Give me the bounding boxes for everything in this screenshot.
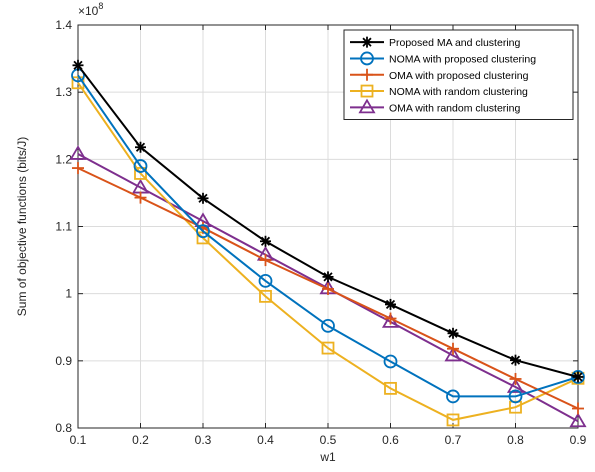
y-tick-label: 1.3 [55,85,72,99]
data-point [569,412,587,428]
data-point [447,342,459,355]
data-point [197,192,209,204]
data-point [508,389,523,404]
series-line [77,82,579,421]
y-tick-label: 0.9 [55,354,72,368]
data-point [72,59,84,71]
data-point [509,372,522,385]
data-point [321,319,335,333]
y-tick-label: 1.4 [55,18,72,32]
x-tick-label: 0.3 [195,433,212,447]
data-point [135,141,146,153]
data-point [258,274,273,288]
x-tick-label: 0.4 [257,433,274,447]
x-tick-label: 0.5 [320,433,337,447]
legend: Proposed MA and clustering NOMA with prop… [343,29,574,120]
y-tick-label: 1.1 [55,220,72,234]
data-point [572,371,584,383]
x-tick-label: 0.1 [70,433,87,447]
data-point [134,191,147,204]
legend-entry: Proposed MA and clustering [350,36,520,49]
y-tick-label: 1 [65,287,72,301]
series [69,59,587,428]
legend-marker [361,36,373,48]
x-tick-label: 0.2 [132,433,149,447]
data-point [384,312,397,325]
data-point [447,327,459,339]
data-point [259,254,272,267]
x-tick-label: 0.9 [570,433,587,447]
legend-label: NOMA with random clustering [389,86,528,98]
x-tick-label: 0.6 [382,433,399,447]
legend-marker [361,68,373,81]
data-point [510,354,521,366]
data-point [446,389,460,404]
legend-marker [360,51,374,66]
x-tick-label: 0.8 [507,433,524,447]
y-axis-multiplier: ×108 [78,1,103,18]
x-axis-label: w1 [319,450,336,464]
y-tick-label: 0.8 [55,421,72,435]
legend-entry: OMA with proposed clustering [350,68,529,82]
data-point [134,167,147,180]
data-point [506,378,525,393]
data-point [322,282,334,295]
legend-marker [358,98,376,114]
legend-label: OMA with random clustering [389,102,520,114]
data-point [133,159,148,173]
data-point [259,289,272,303]
data-point [571,370,585,384]
legend-label: OMA with proposed clustering [389,70,529,82]
legend-label: Proposed MA and clustering [389,37,520,49]
data-point [260,235,271,247]
axis-ticks: 0.1 0.2 0.3 0.4 0.5 0.6 0.7 0.8 0.9 0.8 0.9 1 1.1 1.2… [55,18,586,447]
data-point [72,162,84,175]
y-axis-label: Sum of objective functions (bits/J) [15,137,29,316]
data-point [321,341,335,355]
legend-entry: OMA with random clustering [350,98,520,114]
data-point [383,354,398,369]
legend-entry: NOMA with random clustering [350,84,528,98]
series-1 [71,68,585,404]
y-tick-label: 1.2 [55,152,72,166]
data-point [385,298,396,310]
data-point [69,145,87,160]
x-tick-label: 0.7 [445,433,462,447]
legend-entry: NOMA with proposed clustering [350,51,536,66]
data-point [384,381,397,395]
legend-marker [360,84,374,98]
legend-label: NOMA with proposed clustering [389,53,536,65]
series-line [77,74,579,398]
data-point [446,413,460,427]
data-point [572,402,584,415]
series-3 [71,76,585,427]
data-point [196,224,210,239]
data-point [322,271,334,283]
data-point [444,346,462,362]
series-0 [72,59,584,383]
